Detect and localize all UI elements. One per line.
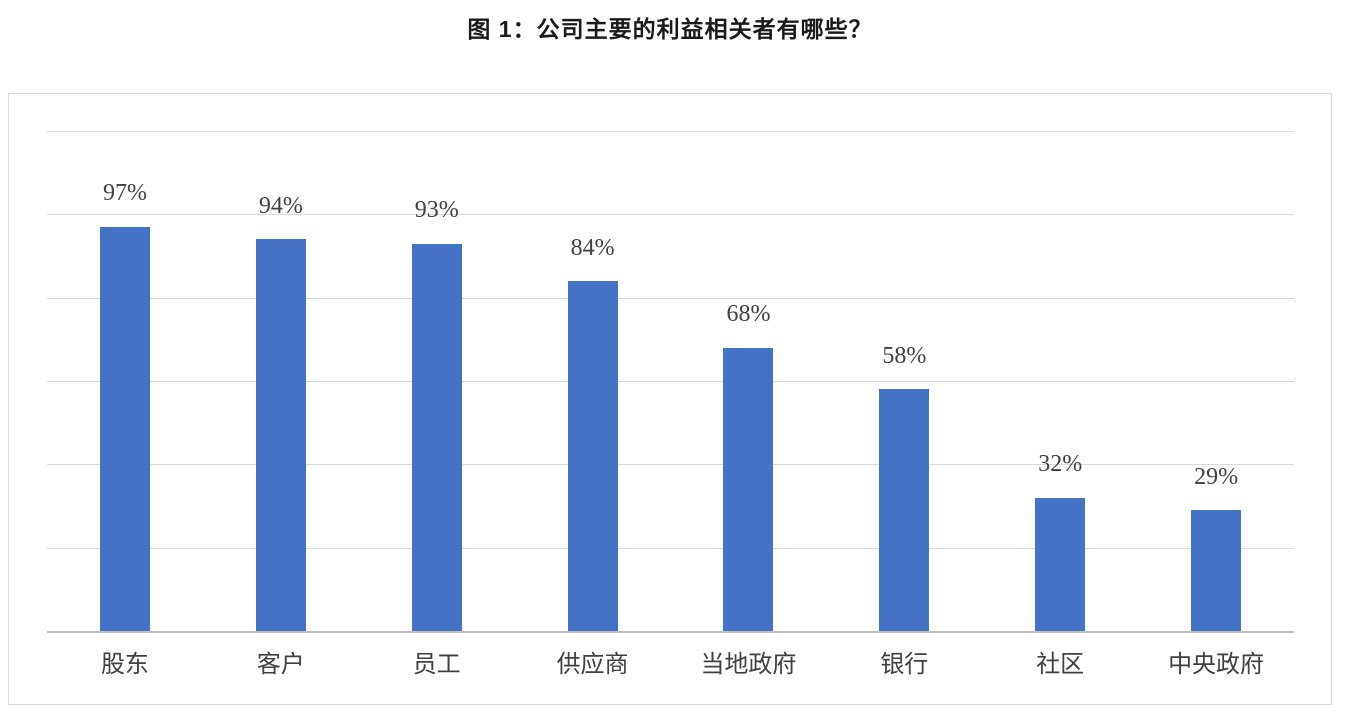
x-axis-label: 供应商 — [556, 652, 629, 678]
bar-group-suppliers: 84% — [515, 131, 671, 631]
bar — [255, 239, 306, 631]
bar-value-label: 58% — [882, 342, 927, 369]
bar-value-label: 93% — [414, 197, 459, 224]
bar-group-central-government: 29% — [1138, 131, 1294, 631]
gridline — [47, 131, 1294, 132]
bar-value-label: 94% — [258, 192, 303, 219]
bar-value-label: 97% — [102, 180, 147, 207]
gridline — [47, 464, 1294, 466]
bar-group-local-government: 68% — [671, 131, 827, 631]
gridline — [47, 297, 1294, 299]
x-axis-labels: 股东 客户 员工 供应商 当地政府 银行 社区 中央政府 — [47, 644, 1294, 679]
gridline — [47, 381, 1294, 382]
x-axis-label: 银行 — [880, 652, 929, 678]
bar — [1035, 497, 1086, 631]
gridline — [47, 547, 1294, 549]
bar — [411, 243, 462, 631]
bar-value-label: 29% — [1194, 463, 1239, 490]
bar-group-customers: 94% — [203, 131, 359, 631]
bar — [99, 226, 150, 631]
x-axis-label: 股东 — [100, 652, 149, 678]
bar — [879, 389, 930, 631]
bar — [567, 281, 618, 631]
bar — [723, 347, 774, 631]
x-axis-line — [47, 631, 1294, 633]
bar-group-banks: 58% — [826, 131, 982, 631]
chart-frame: 97% 94% 93% 84% 68% — [8, 93, 1332, 705]
bar-value-label: 68% — [726, 301, 771, 328]
x-axis-label: 员工 — [412, 652, 461, 678]
x-axis-label: 客户 — [256, 652, 305, 678]
bar-value-label: 32% — [1038, 451, 1083, 478]
bar — [1191, 510, 1242, 631]
bar-value-label: 84% — [570, 234, 615, 261]
plot-area: 97% 94% 93% 84% 68% — [47, 131, 1294, 633]
gridline — [47, 214, 1294, 216]
bar-group-shareholders: 97% — [47, 131, 203, 631]
chart-title: 图 1：公司主要的利益相关者有哪些？ — [467, 16, 873, 42]
bars-container: 97% 94% 93% 84% 68% — [47, 131, 1294, 631]
bar-group-employees: 93% — [359, 131, 515, 631]
bar-group-community: 32% — [982, 131, 1138, 631]
x-axis-label: 中央政府 — [1168, 652, 1265, 678]
x-axis-label: 当地政府 — [700, 652, 797, 678]
x-axis-label: 社区 — [1036, 652, 1085, 678]
